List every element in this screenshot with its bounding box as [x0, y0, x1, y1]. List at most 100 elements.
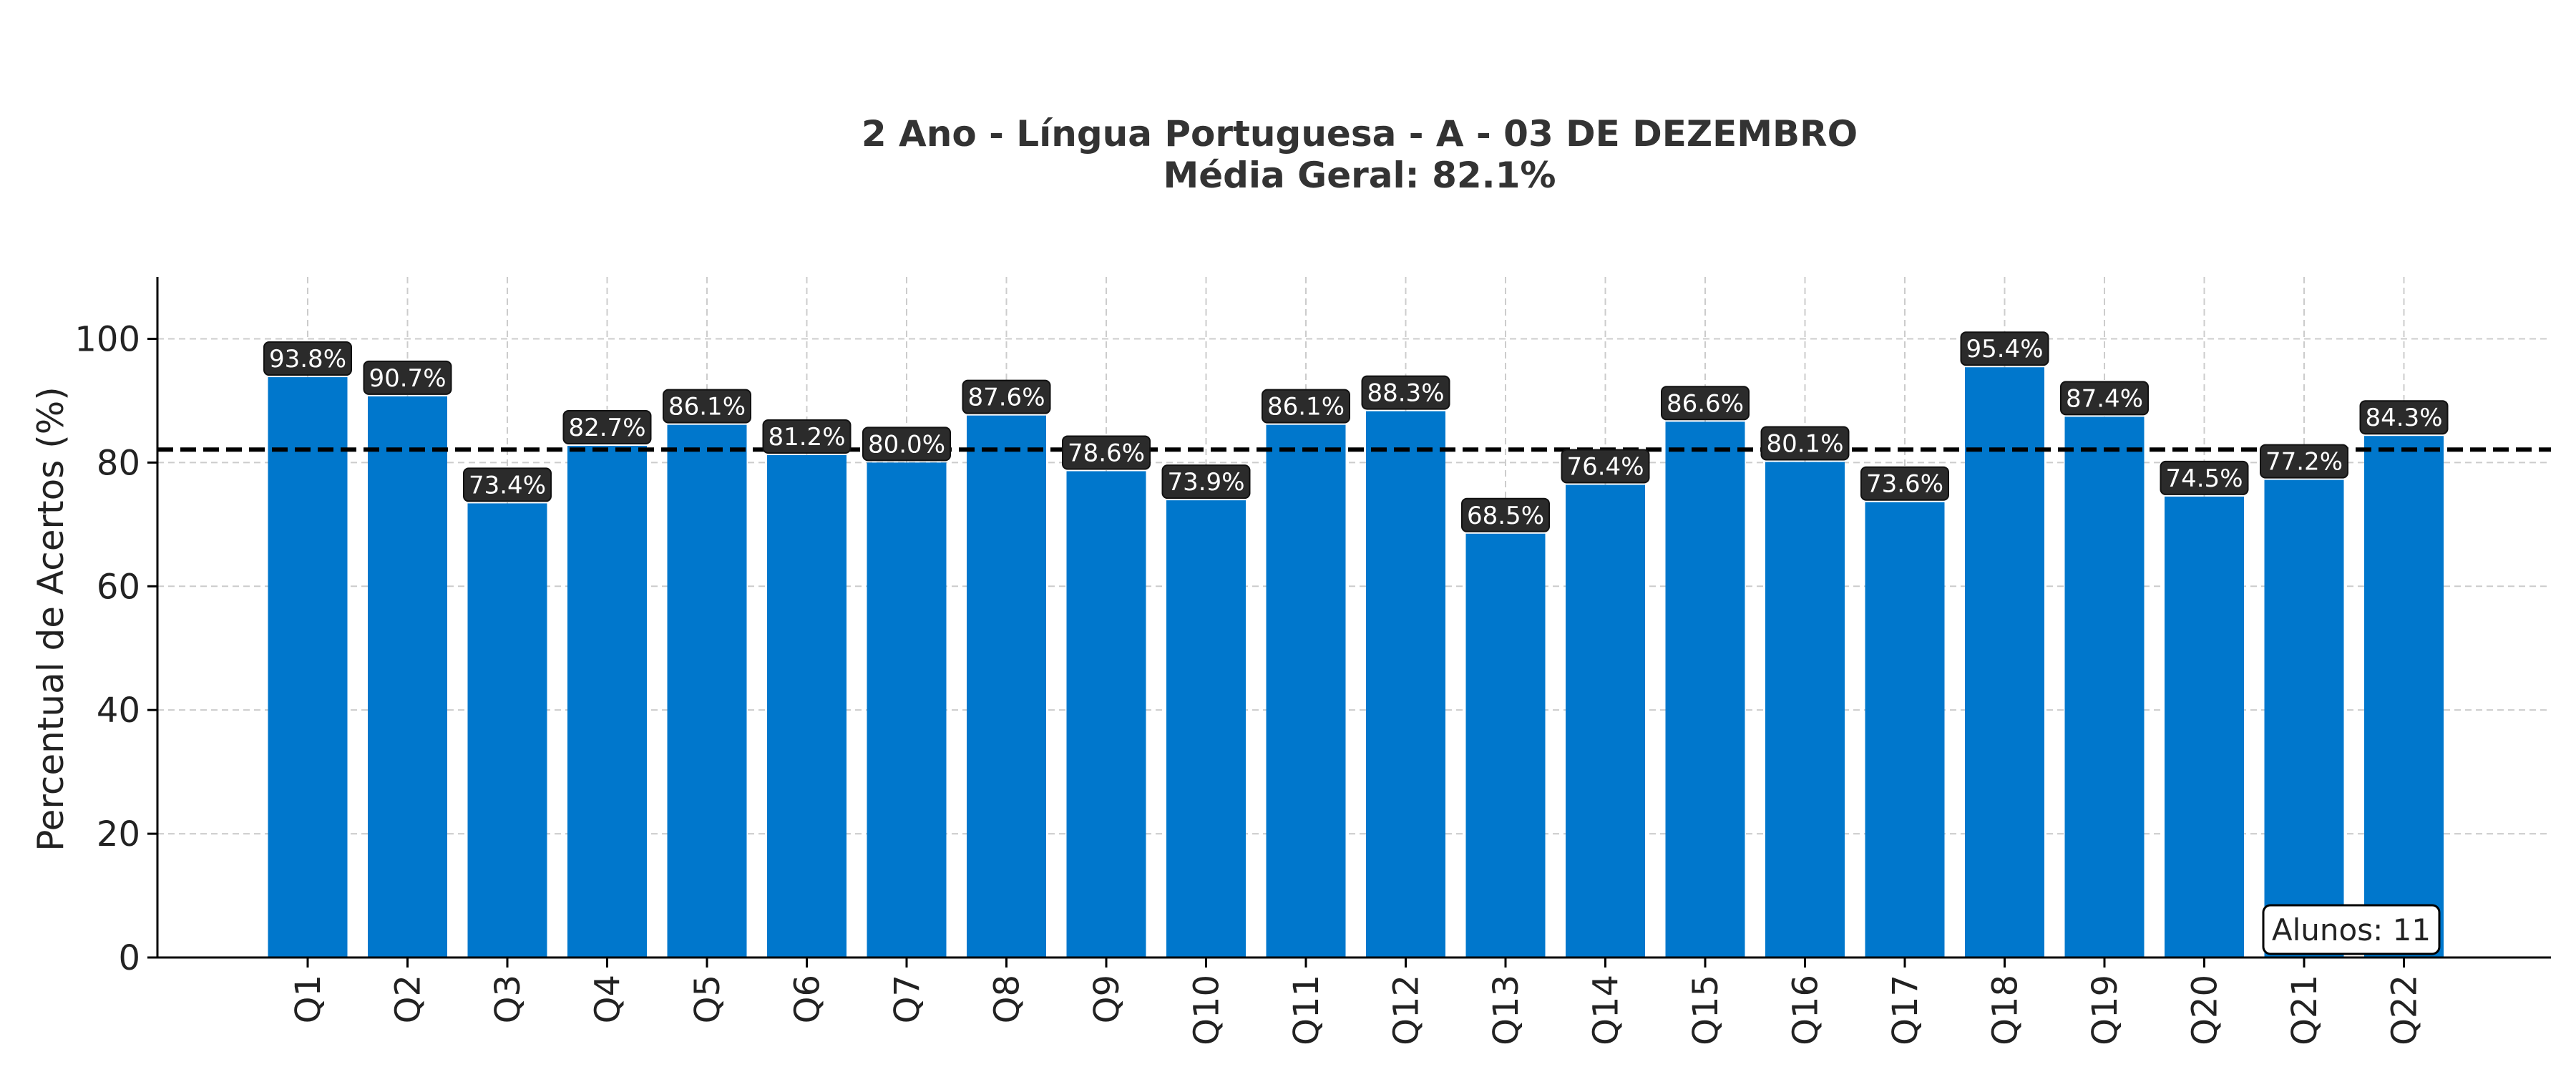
data-label-box [263, 341, 352, 376]
data-label-box [1461, 497, 1550, 532]
data-label-box [663, 389, 751, 424]
x-tick-label-Q16: Q16 [1786, 975, 1826, 1046]
x-tick-label-Q21: Q21 [2285, 975, 2325, 1046]
bar-Q7 [867, 462, 947, 957]
data-label-box [2160, 460, 2249, 495]
data-label-box [363, 360, 452, 395]
data-label-box [1760, 426, 1850, 461]
data-label-Q16: 80.1% [1766, 429, 1843, 458]
students-note: Alunos: 11 [2262, 904, 2441, 955]
bar-Q15 [1665, 421, 1745, 957]
y-axis-label: Percentual de Acertos (%) [30, 386, 72, 851]
bar-Q1 [268, 377, 348, 957]
students-note-text: Alunos: 11 [2272, 912, 2431, 947]
x-tick-label-Q2: Q2 [389, 975, 429, 1023]
bar-Q16 [1765, 462, 1845, 957]
x-tick-label-Q1: Q1 [288, 975, 328, 1023]
x-tick-label-Q8: Q8 [987, 975, 1028, 1023]
data-label-box [1161, 464, 1251, 499]
data-label-box [463, 467, 552, 502]
bar-Q13 [1465, 533, 1546, 957]
x-tick-label-Q15: Q15 [1686, 975, 1726, 1046]
y-tick-label: 0 [118, 938, 140, 978]
data-label-Q1: 93.8% [269, 345, 346, 374]
data-label-box [1062, 435, 1151, 470]
bar-Q10 [1166, 500, 1246, 957]
x-tick-label-Q11: Q11 [1287, 975, 1327, 1046]
x-tick-label-Q13: Q13 [1486, 975, 1526, 1046]
data-labels: 93.8% 90.7% 73.4% 82.7% 86.1% 81.2% 80.0% 87.6%… [263, 331, 2449, 532]
data-label-box [562, 410, 652, 445]
bar-Q22 [2364, 436, 2444, 957]
y-tick-label: 80 [97, 443, 140, 483]
x-tick-label-Q18: Q18 [1986, 975, 2026, 1046]
data-label-box [1960, 331, 2049, 366]
bar-Q3 [467, 503, 547, 957]
x-tick-label-Q19: Q19 [2085, 975, 2125, 1046]
data-label-Q14: 76.4% [1566, 452, 1644, 481]
bar-Q17 [1865, 502, 1945, 957]
data-label-box [1361, 375, 1450, 410]
data-label-box [2060, 381, 2149, 416]
x-tick-label-Q6: Q6 [788, 975, 828, 1023]
data-label-box [2260, 444, 2348, 479]
x-tick-label-Q7: Q7 [887, 975, 927, 1023]
data-label-Q15: 86.6% [1667, 389, 1744, 418]
x-tick-label-Q12: Q12 [1387, 975, 1427, 1046]
x-tick-label-Q14: Q14 [1586, 975, 1626, 1046]
bar-Q5 [667, 424, 747, 957]
y-tick-label: 20 [97, 814, 140, 854]
data-label-Q22: 84.3% [2365, 404, 2442, 432]
data-label-Q19: 87.4% [2066, 384, 2143, 413]
data-label-Q7: 80.0% [868, 430, 945, 459]
chart-title: 2 Ano - Língua Portuguesa - A - 03 DE DE… [862, 113, 1858, 155]
x-tick-label-Q4: Q4 [588, 975, 628, 1023]
y-tick-label: 40 [97, 691, 140, 731]
x-tick-label-Q20: Q20 [2185, 975, 2225, 1046]
data-label-box [1860, 466, 1949, 501]
x-tick-label-Q5: Q5 [688, 975, 728, 1023]
bar-Q4 [567, 446, 647, 957]
bar-Q9 [1066, 471, 1146, 957]
data-label-Q18: 95.4% [1966, 335, 2043, 364]
data-label-Q5: 86.1% [668, 393, 746, 421]
data-label-Q10: 73.9% [1167, 468, 1244, 497]
bar-Q21 [2264, 479, 2344, 957]
bars [268, 367, 2444, 957]
x-tick-label-Q3: Q3 [488, 975, 528, 1023]
data-label-Q17: 73.6% [1866, 470, 1943, 499]
x-tick-label-Q9: Q9 [1087, 975, 1127, 1023]
bar-Q18 [1965, 367, 2044, 957]
data-label-box [962, 379, 1051, 414]
y-tick-label: 60 [97, 567, 140, 607]
bar-Q8 [967, 415, 1046, 957]
bar-Q14 [1566, 484, 1645, 957]
y-tick-label: 100 [74, 319, 140, 359]
data-label-Q6: 81.2% [768, 423, 845, 452]
bar-Q19 [2064, 416, 2145, 957]
bar-Q2 [368, 396, 447, 957]
data-label-Q11: 86.1% [1267, 393, 1345, 421]
bar-Q20 [2165, 496, 2244, 957]
data-label-box [1561, 449, 1650, 484]
x-tick-label-Q17: Q17 [1885, 975, 1926, 1046]
data-label-Q8: 87.6% [967, 384, 1045, 412]
tick-labels: 0 20 40 60 80 100 Q1 Q2 Q3 Q4 Q5 Q6 Q7 Q8 Q9 Q10 Q11 Q12 Q… [74, 319, 2424, 1045]
bar-Q11 [1266, 424, 1346, 957]
data-label-Q9: 78.6% [1068, 439, 1145, 467]
data-label-box [762, 419, 852, 454]
bar-Q6 [767, 454, 847, 957]
data-label-box [2359, 400, 2449, 435]
data-label-box [1262, 389, 1350, 424]
data-label-box [862, 427, 951, 462]
x-tick-label-Q10: Q10 [1187, 975, 1227, 1046]
axes [147, 277, 2551, 968]
data-label-Q3: 73.4% [469, 471, 546, 499]
students-note-box [2262, 904, 2441, 955]
data-label-Q21: 77.2% [2265, 448, 2343, 477]
data-label-Q2: 90.7% [369, 364, 446, 393]
data-label-box [1661, 386, 1750, 421]
data-label-Q12: 88.3% [1367, 379, 1444, 408]
